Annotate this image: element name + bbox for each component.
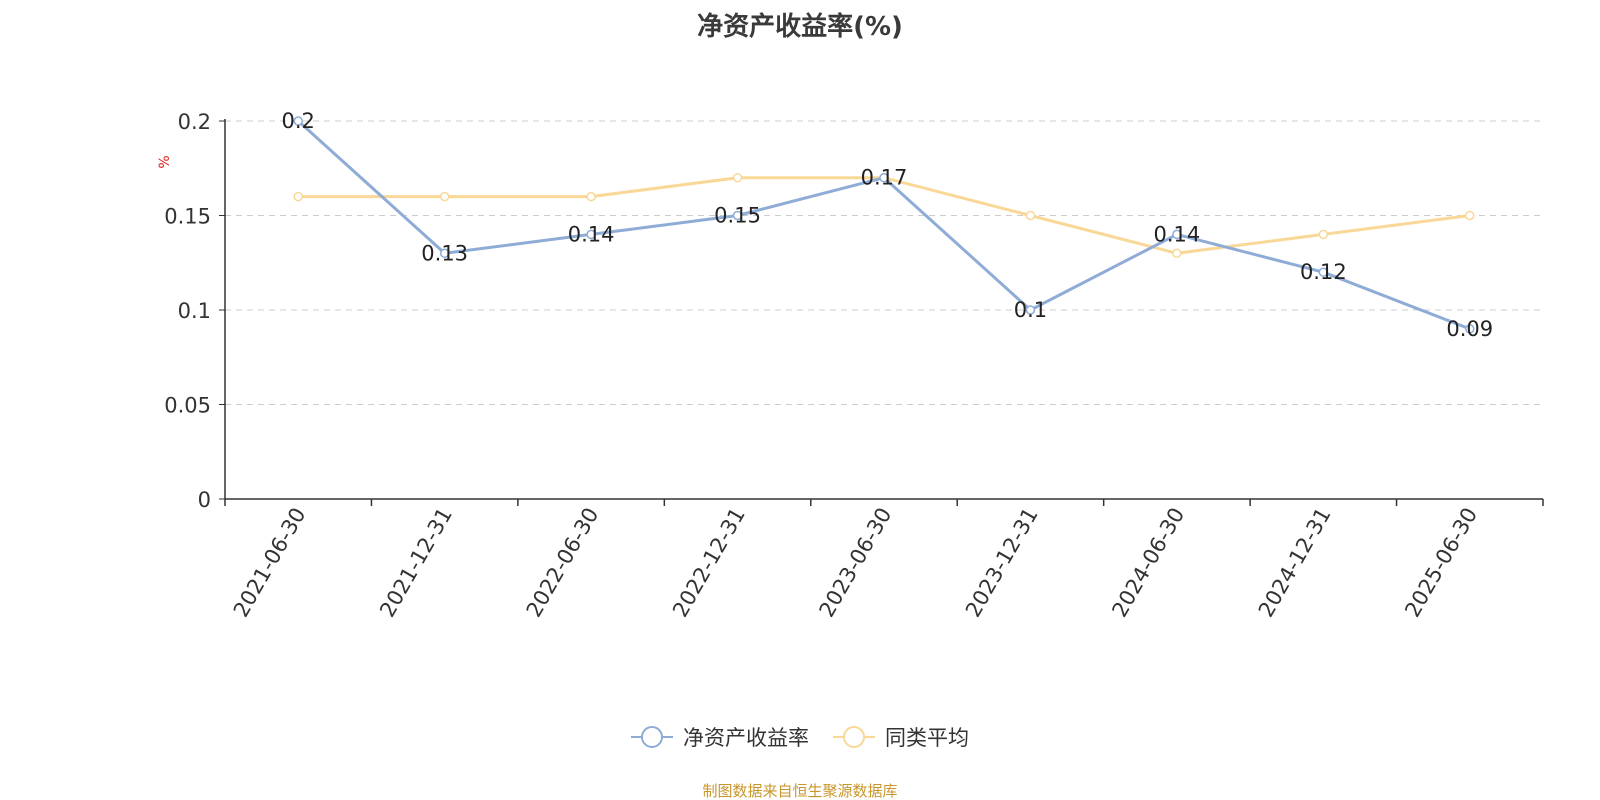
data-point-peer-average [586, 191, 596, 202]
data-label: 0.14 [1154, 222, 1201, 246]
data-point-peer-average [439, 191, 450, 202]
data-label: 0.14 [568, 222, 615, 246]
legend-item-roe[interactable]: 净资产收益率 [631, 722, 809, 752]
y-axis-label: % [157, 155, 173, 168]
legend-label-peer-average: 同类平均 [885, 726, 969, 750]
x-tick-label: 2023-06-30 [815, 504, 897, 622]
x-tick-label: 2024-12-31 [1254, 504, 1336, 622]
x-tick-label: 2022-06-30 [522, 504, 604, 622]
data-label: 0.13 [421, 241, 468, 265]
data-point-roe [586, 229, 596, 240]
x-tick-label: 2025-06-30 [1400, 504, 1482, 622]
data-label: 0.17 [861, 166, 908, 190]
data-point-peer-average [1465, 210, 1475, 221]
data-label: 0.2 [282, 109, 315, 133]
data-point-roe [1172, 229, 1182, 240]
legend-label-roe: 净资产收益率 [683, 726, 809, 750]
data-label: 0.09 [1446, 317, 1493, 341]
data-point-roe [439, 248, 450, 259]
series-line-roe [297, 119, 1471, 331]
legend-swatch-roe-icon [631, 725, 673, 749]
x-tick-label: 2022-12-31 [668, 504, 750, 622]
data-label: 0.12 [1300, 260, 1347, 284]
legend: 净资产收益率 同类平均 [0, 722, 1600, 752]
data-label: 0.15 [714, 204, 761, 228]
legend-item-peer-average[interactable]: 同类平均 [833, 722, 969, 752]
y-tick-label: 0.1 [178, 299, 211, 323]
data-point-peer-average [1318, 229, 1329, 240]
y-tick-label: 0 [198, 488, 211, 512]
legend-swatch-peer-average-icon [833, 725, 875, 749]
x-tick-label: 2021-12-31 [375, 504, 457, 622]
x-tick-label: 2024-06-30 [1107, 504, 1189, 622]
chart-title: 净资产收益率(%) [697, 12, 903, 42]
data-point-roe [1465, 324, 1475, 334]
data-point-peer-average [1025, 210, 1036, 221]
data-label: 0.1 [1014, 298, 1047, 322]
data-point-peer-average [1172, 248, 1182, 259]
data-point-peer-average [732, 172, 743, 183]
data-point-roe [732, 210, 743, 221]
data-point-roe [879, 172, 889, 183]
y-tick-label: 0.15 [164, 205, 211, 229]
data-point-roe [1025, 305, 1036, 315]
x-tick-label: 2021-06-30 [229, 504, 311, 622]
x-tick-label: 2023-12-31 [961, 504, 1043, 622]
data-point-roe [293, 116, 303, 126]
source-note: 制图数据来自恒生聚源数据库 [702, 782, 898, 800]
data-point-roe [1318, 267, 1329, 277]
y-tick-label: 0.2 [178, 110, 211, 134]
y-tick-label: 0.05 [164, 394, 211, 418]
data-point-peer-average [293, 191, 303, 202]
